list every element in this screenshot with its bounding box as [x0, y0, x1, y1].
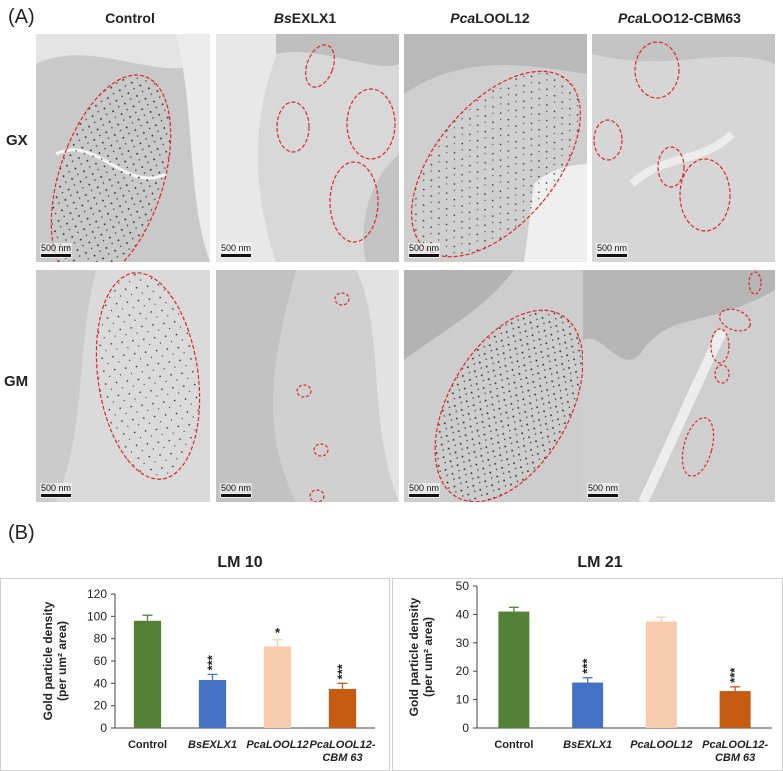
roi-ellipse [679, 158, 731, 232]
micrograph-texture [36, 270, 210, 502]
chart-title-lm21: LM 21 [577, 554, 623, 571]
roi-ellipse [411, 70, 581, 258]
y-tick-label: 10 [456, 693, 470, 707]
y-tick-label: 30 [456, 636, 470, 650]
x-tick-label: BsEXLX1 [188, 739, 237, 751]
y-tick-label: 80 [94, 632, 108, 646]
roi-ellipse [296, 384, 312, 398]
y-tick-label: 100 [87, 609, 107, 623]
roi-ellipse [714, 364, 730, 384]
roi-ellipse [313, 443, 329, 457]
y-tick-label: 40 [94, 676, 108, 690]
scale-bar: 500 nm [408, 483, 441, 498]
scale-bar: 500 nm [40, 243, 73, 258]
roi-ellipse [95, 272, 201, 480]
roi-ellipse [334, 292, 350, 306]
scale-bar: 500 nm [40, 483, 73, 498]
micrograph-gm-pcalool12: 500 nm [404, 270, 587, 502]
significance-label: *** [205, 654, 220, 670]
micrograph-gx-bsexlx1: 500 nm [216, 34, 399, 262]
micrograph-texture [583, 270, 775, 502]
micrograph-gm-bsexlx1: 500 nm [216, 270, 399, 502]
micrograph-gm-control: 500 nm [36, 270, 210, 502]
bar [198, 679, 227, 728]
bar [645, 621, 677, 728]
scale-bar: 500 nm [408, 243, 441, 258]
roi-ellipse [305, 44, 335, 88]
bar-chart-lm10: 0 20 40 60 80 100 120 Gold particle density(per… [0, 578, 390, 771]
micrograph-gx-control: 500 nm [36, 34, 210, 262]
row-header-gm: GM [4, 373, 29, 390]
column-header-pcalool12: PcaLOOL12 [450, 10, 530, 26]
x-tick-label: Control [494, 739, 533, 751]
micrograph-texture [216, 270, 399, 502]
micrograph-texture [216, 34, 399, 262]
roi-ellipse [593, 119, 623, 161]
scale-bar: 500 nm [220, 243, 253, 258]
micrograph-texture [592, 34, 775, 262]
roi-ellipse [309, 489, 325, 502]
micrograph-gx-pcaloo12-cbm63: 500 nm [592, 34, 775, 262]
x-tick-label: PcaLOOL12 [630, 739, 692, 751]
roi-ellipse [710, 328, 730, 364]
bar [572, 682, 604, 728]
x-tick-label: Control [128, 739, 167, 751]
roi-ellipse [329, 161, 379, 243]
significance-label: * [275, 625, 281, 640]
significance-label: *** [580, 658, 595, 674]
roi-ellipse [50, 74, 172, 262]
roi-ellipse [634, 41, 680, 99]
roi-ellipse [346, 88, 396, 160]
micrograph-texture [36, 34, 210, 262]
bar [263, 646, 292, 728]
panel-b-label: (B) [8, 522, 35, 544]
column-header-control: Control [105, 10, 155, 26]
significance-label: *** [335, 663, 350, 679]
scale-bar: 500 nm [220, 483, 253, 498]
scale-bar: 500 nm [596, 243, 629, 258]
bar [133, 620, 162, 728]
y-tick-label: 0 [100, 721, 107, 735]
scale-bar: 500 nm [587, 483, 620, 498]
chart-title-lm10: LM 10 [217, 554, 263, 571]
roi-ellipse [276, 101, 310, 153]
x-tick-label: PcaLOOL12-CBM 63 [309, 739, 375, 764]
bar [328, 688, 357, 728]
y-axis-label: Gold particle density(per um² area) [41, 601, 69, 720]
x-tick-label: BsEXLX1 [563, 739, 612, 751]
y-tick-label: 20 [94, 699, 108, 713]
panel-a-label: (A) [8, 6, 35, 28]
micrograph-texture [404, 270, 587, 502]
y-tick-label: 0 [462, 721, 469, 735]
micrograph-gx-pcalool12: 500 nm [404, 34, 587, 262]
y-tick-label: 60 [94, 654, 108, 668]
significance-label: *** [727, 667, 742, 683]
micrograph-texture [404, 34, 587, 262]
roi-ellipse [657, 146, 685, 188]
column-header-pcaloo12-cbm63: PcaLOO12-CBM63 [618, 10, 741, 26]
y-tick-label: 120 [87, 587, 107, 601]
roi-ellipse [748, 271, 762, 295]
bar [498, 611, 530, 728]
bar-chart-lm21: 0 10 20 30 40 50 Gold particle density(per um²… [392, 578, 783, 771]
y-tick-label: 50 [456, 579, 470, 593]
x-tick-label: PcaLOOL12 [246, 739, 308, 751]
y-tick-label: 20 [456, 664, 470, 678]
y-axis-label: Gold particle density(per um² area) [407, 597, 435, 716]
x-tick-label: PcaLOOL12-CBM 63 [702, 739, 768, 764]
roi-ellipse [718, 308, 752, 332]
roi-ellipse [681, 417, 715, 477]
micrograph-gm-pcaloo12-cbm63: 500 nm [583, 270, 775, 502]
row-header-gx: GX [6, 132, 28, 149]
column-header-bsexlx1: BsEXLX1 [273, 10, 337, 26]
bar [719, 691, 751, 728]
y-tick-label: 40 [456, 607, 470, 621]
